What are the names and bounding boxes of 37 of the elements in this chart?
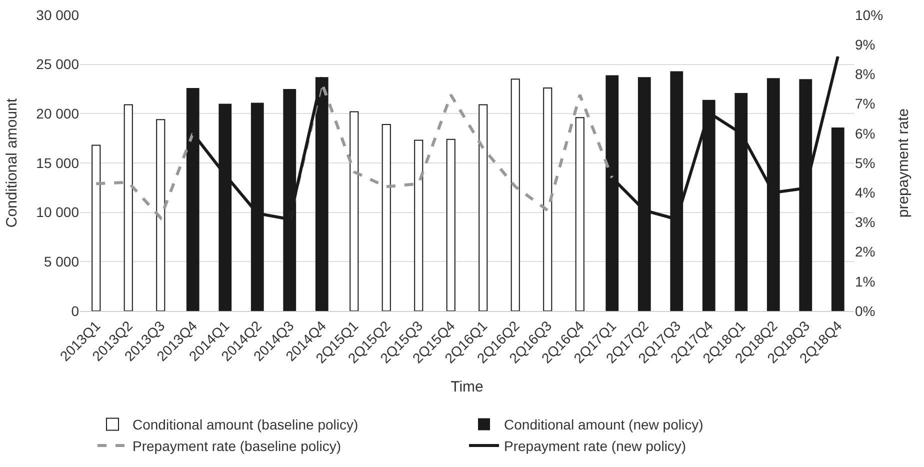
legend-label: Prepayment rate (baseline policy): [132, 438, 342, 454]
y2-tick-label: 5%: [855, 154, 876, 171]
bar: [156, 119, 166, 311]
y2-tick-label: 6%: [855, 125, 876, 142]
y2-tick-label: 0%: [855, 302, 876, 319]
y-tick-label: 20 000: [36, 106, 80, 122]
bar: [510, 78, 520, 311]
bar: [350, 111, 359, 311]
y-tick-label: 15 000: [36, 154, 80, 171]
y2-tick-label: 9%: [855, 36, 876, 52]
y2-tick-label: 8%: [855, 66, 876, 82]
y2-tick-label: 1%: [855, 273, 876, 290]
y-axis-title: Conditional amount: [3, 98, 20, 228]
bar: [831, 127, 844, 311]
y-tick-label: 10 000: [36, 204, 80, 220]
bar: [92, 144, 101, 311]
legend-label: Conditional amount (baseline policy): [132, 416, 358, 433]
y-tick-label: 30 000: [36, 6, 80, 23]
bar: [414, 140, 424, 311]
bar: [382, 124, 391, 311]
y2-tick-label: 3%: [855, 214, 876, 230]
y2-axis-title: prepayment rate: [895, 108, 912, 218]
bar: [446, 138, 456, 311]
bar: [124, 104, 133, 311]
legend-label: Conditional amount (new policy): [504, 416, 704, 433]
y-tick-label: 0: [71, 302, 80, 319]
bar: [543, 88, 552, 311]
y-tick-label: 5 000: [44, 254, 80, 270]
y-tick-label: 25 000: [36, 56, 80, 72]
legend-label: Prepayment rate (new policy): [504, 438, 686, 454]
x-axis-title: Time: [450, 378, 484, 396]
y2-tick-label: 7%: [855, 96, 876, 112]
bar: [478, 104, 488, 311]
y2-tick-label: 10%: [855, 6, 884, 23]
y2-tick-label: 2%: [855, 244, 876, 260]
y2-tick-label: 4%: [855, 184, 876, 200]
bar: [575, 117, 584, 311]
